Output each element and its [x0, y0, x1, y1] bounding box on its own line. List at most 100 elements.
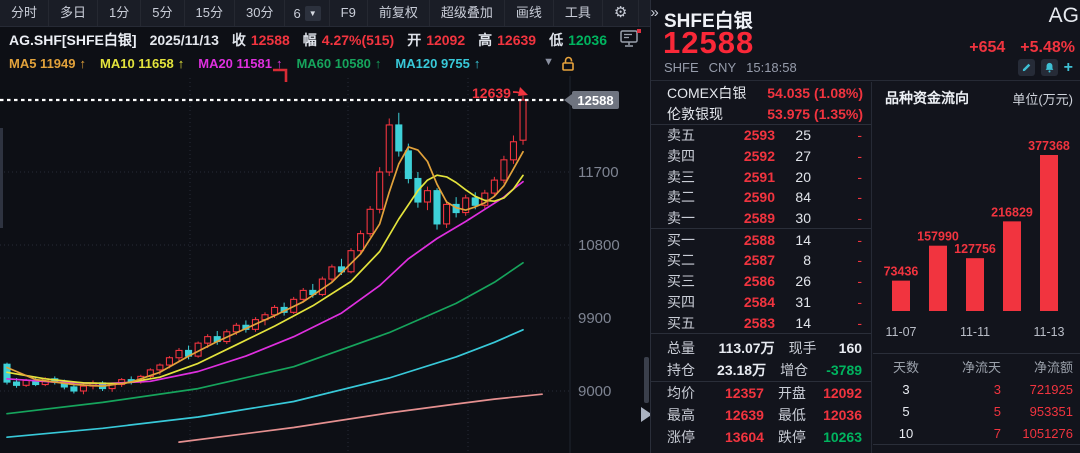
toolbar-button-1[interactable]: 前复权: [368, 0, 430, 26]
level-extra: -: [857, 293, 862, 310]
stat-value: 160: [838, 339, 863, 356]
toolbar-button-2[interactable]: 超级叠加: [430, 0, 505, 26]
ohlc-field-value: 12639: [497, 31, 537, 48]
ma-collapse-icon[interactable]: ▼: [543, 56, 554, 68]
ohlc-field-value: 12092: [426, 31, 466, 48]
gear-icon[interactable]: ⚙: [603, 0, 640, 26]
screen-layout-icon[interactable]: [618, 29, 642, 50]
up-arrow-icon: ↑: [275, 55, 283, 71]
stat-row: 持仓 23.18万 增仓 -3789: [651, 359, 871, 381]
bid-row[interactable]: 买三 2586 26 -: [651, 271, 871, 292]
level-volume: 20: [795, 168, 811, 185]
bid-levels: 买一 2588 14 - 买二 2587 8 - 买三 2586 26 - 买四 2584 31 - 买五 258…: [651, 229, 871, 334]
level-extra: -: [857, 231, 862, 248]
net-amount-cell: 1051276: [1022, 425, 1073, 441]
svg-text:12588: 12588: [577, 93, 613, 108]
tab-period-2[interactable]: 1分: [98, 0, 142, 26]
svg-text:11-07: 11-07: [885, 325, 916, 339]
alert-bell-icon[interactable]: [1040, 59, 1058, 76]
tab-period-4[interactable]: 15分: [185, 0, 235, 26]
toolbar-button-0[interactable]: F9: [330, 0, 368, 26]
external-quote-row[interactable]: 伦敦银现 53.975 (1.35%): [651, 103, 871, 124]
toolbar-button-4[interactable]: 工具: [554, 0, 603, 26]
level-label: 卖二: [667, 189, 695, 206]
ohlc-field: 开 12092: [407, 30, 465, 50]
ma-legend-item[interactable]: MA20 11581 ↑: [198, 56, 282, 71]
stat-value: 12357: [725, 384, 764, 401]
level-label: 买五: [667, 314, 695, 331]
bid-row[interactable]: 买二 2587 8 -: [651, 250, 871, 271]
edit-icon[interactable]: [1017, 59, 1035, 76]
level-price: 2584: [743, 293, 775, 310]
stat-label: 持仓: [667, 361, 695, 378]
level-volume: 14: [795, 314, 811, 331]
candlestick-chart[interactable]: 11700 10800 9900 9000 12588 12639: [0, 0, 650, 453]
level-price: 2590: [743, 189, 775, 206]
stat-value: 12036: [823, 406, 862, 423]
level-price: 2591: [743, 168, 775, 185]
stat-label: 最低: [777, 406, 806, 423]
period-dropdown[interactable]: 6 ▼: [285, 0, 330, 26]
chart-area: 11700 10800 9900 9000 12588 12639 分时 多日 1分 5分 15分…: [0, 0, 659, 453]
level-price: 2588: [743, 231, 775, 248]
ma-label: MA5 11949: [9, 55, 76, 71]
volume-stats: 总量 113.07万 现手 160 持仓 23.18万 增仓 -3789: [651, 334, 871, 382]
bid-row[interactable]: 买一 2588 14 -: [651, 229, 871, 250]
ohlc-field: 幅 4.27%(515): [303, 30, 394, 50]
tab-period-5[interactable]: 30分: [235, 0, 286, 26]
external-quote-row[interactable]: COMEX白银 54.035 (1.08%): [651, 82, 871, 103]
table-header-cell: 净流天: [961, 359, 1001, 375]
ohlc-field-label: 高: [478, 31, 493, 48]
order-book-column: COMEX白银 54.035 (1.08%) 伦敦银现 53.975 (1.35%) …: [651, 82, 872, 453]
stat-label: 现手: [788, 339, 817, 356]
up-arrow-icon: ↑: [473, 55, 481, 71]
bid-row[interactable]: 买五 2583 14 -: [651, 312, 871, 333]
tool-items: F9 前复权 超级叠加 画线 工具: [330, 0, 603, 26]
tab-period-3[interactable]: 5分: [141, 0, 185, 26]
stat-label: 总量: [667, 339, 695, 356]
instrument-name: SHFE白银: [664, 11, 753, 32]
ma-legend-item[interactable]: MA10 11658 ↑: [100, 56, 184, 71]
svg-text:73436: 73436: [884, 265, 919, 279]
trade-date: 2025/11/13: [149, 31, 219, 48]
ask-row[interactable]: 卖二 2590 84 -: [651, 187, 871, 208]
level-extra: -: [857, 273, 862, 290]
ohlc-field: 高 12639: [478, 30, 536, 50]
net-days-cell: 7: [993, 425, 1001, 441]
ma-legend-item[interactable]: MA60 10580 ↑: [296, 56, 381, 71]
bid-row[interactable]: 买四 2584 31 -: [651, 292, 871, 313]
stat-label: 跌停: [777, 428, 806, 445]
stat-label: 涨停: [667, 428, 695, 445]
level-volume: 30: [795, 210, 811, 227]
tab-period-1[interactable]: 多日: [49, 0, 99, 26]
more-tools-icon[interactable]: »: [650, 4, 659, 21]
tab-period-0[interactable]: 分时: [0, 0, 50, 26]
level-label: 买二: [667, 252, 695, 269]
external-quote-value: 54.035 (1.08%): [767, 84, 863, 101]
price-stats: 均价 12357 开盘 12092 最高 12639 最低 12036 涨停 13604 跌停 102…: [651, 382, 871, 448]
ask-row[interactable]: 卖三 2591 20 -: [651, 166, 871, 187]
unlock-icon[interactable]: [560, 55, 576, 72]
ask-row[interactable]: 卖五 2593 25 -: [651, 125, 871, 146]
toolbar-button-3[interactable]: 画线: [505, 0, 554, 26]
add-to-watchlist-icon[interactable]: +: [1063, 59, 1073, 76]
ma-legend-item[interactable]: MA120 9755 ↑: [395, 56, 480, 71]
currency-label: CNY: [708, 60, 737, 75]
stat-value: 12092: [823, 384, 862, 401]
level-label: 买一: [667, 231, 695, 248]
external-quotes: COMEX白银 54.035 (1.08%) 伦敦银现 53.975 (1.35%): [651, 82, 871, 125]
level-price: 2586: [743, 273, 775, 290]
last-price: 12588: [663, 25, 755, 60]
ma-label: MA10 11658: [100, 55, 174, 71]
chevron-down-icon: ▼: [304, 5, 321, 21]
level-extra: -: [857, 210, 862, 227]
svg-text:216829: 216829: [991, 205, 1033, 219]
days-cell: 10: [898, 425, 914, 441]
level-price: 2589: [743, 210, 775, 227]
ask-row[interactable]: 卖一 2589 30 -: [651, 208, 871, 229]
stat-value: 13604: [725, 428, 764, 445]
ma-label: MA120 9755: [395, 55, 470, 71]
fund-flow-table: 天数 净流天 净流额 3 3 721925 5 5 953351 10 7 1051276: [873, 353, 1080, 445]
ma-legend-item[interactable]: MA5 11949 ↑: [9, 56, 86, 71]
ask-row[interactable]: 卖四 2592 27 -: [651, 146, 871, 167]
